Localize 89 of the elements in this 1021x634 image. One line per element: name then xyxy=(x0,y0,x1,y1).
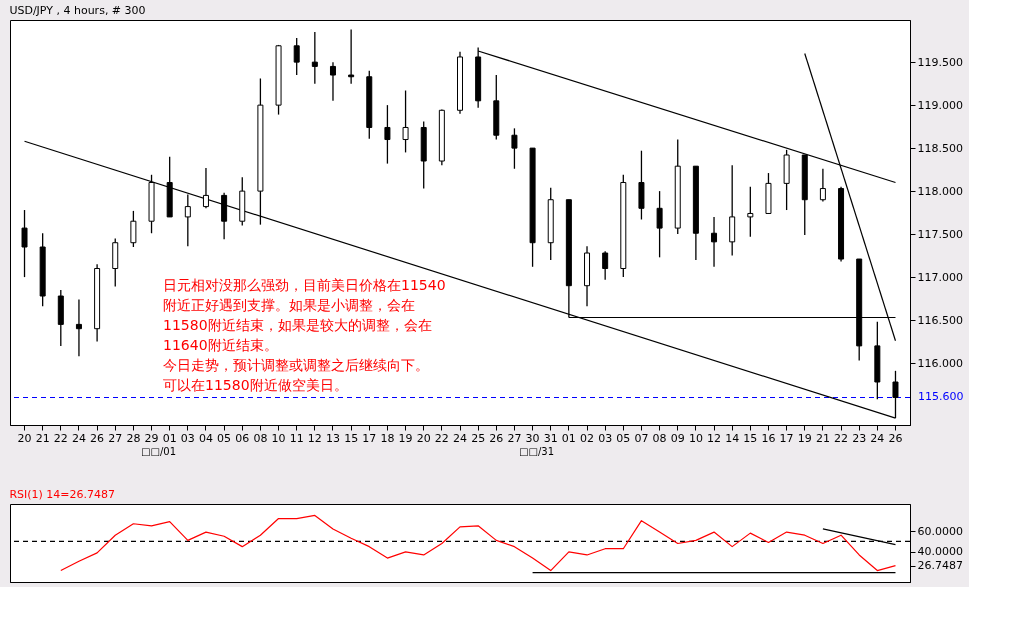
x-tick-label: 24 xyxy=(453,431,467,445)
x-tick-label: 01 xyxy=(162,431,177,445)
x-tick-label: 12 xyxy=(307,431,322,445)
candlestick xyxy=(75,298,82,357)
candlestick xyxy=(747,186,754,238)
x-tick-label: 18 xyxy=(380,431,395,445)
x-tick-label: 05 xyxy=(616,431,631,445)
x-tick-label: 11 xyxy=(289,431,304,445)
annotation: 可以在11580附近做空美日。 xyxy=(163,377,348,394)
x-tick-label: 26 xyxy=(888,431,903,445)
x-tick-label: 12 xyxy=(707,431,722,445)
x-tick-label: 09 xyxy=(670,431,685,445)
annotation: 今日走势，预计调整或调整之后继续向下。 xyxy=(163,357,429,374)
x-tick-label: 05 xyxy=(217,431,232,445)
x-tick-label: 10 xyxy=(271,431,286,445)
x-tick-label: 30 xyxy=(525,431,540,445)
x-tick-label: 21 xyxy=(815,431,830,445)
x-tick-label: 22 xyxy=(53,431,68,445)
y-tick-label: 116.000 xyxy=(917,356,963,370)
x-tick-label: 16 xyxy=(761,431,776,445)
annotation: 日元相对没那么强劲，目前美日价格在11540 xyxy=(163,277,446,294)
x-tick-label: 13 xyxy=(325,431,340,445)
ref-line-label: 115.600 xyxy=(918,390,964,404)
x-tick-label: 15 xyxy=(743,431,758,445)
x-tick-label: 06 xyxy=(235,431,250,445)
x-tick-label: 29 xyxy=(144,431,159,445)
candlestick xyxy=(402,89,409,154)
x-tick-label: 27 xyxy=(108,431,123,445)
x-tick-label: 24 xyxy=(71,431,86,445)
text: □□/01 xyxy=(141,446,176,457)
x-tick-label: 17 xyxy=(362,431,377,445)
x-tick-label: 19 xyxy=(797,431,812,445)
y-tick-label: 118.500 xyxy=(917,141,963,155)
x-tick-label: 23 xyxy=(852,431,867,445)
candlestick xyxy=(711,216,718,268)
y-tick-label: 117.000 xyxy=(917,270,963,284)
y-tick-label: 119.500 xyxy=(917,55,963,69)
candlestick xyxy=(348,28,355,85)
x-tick-label: 28 xyxy=(126,431,141,445)
x-tick-label: 10 xyxy=(688,431,703,445)
x-tick-label: 04 xyxy=(198,431,213,445)
candlestick xyxy=(511,127,518,170)
y-tick-label: 26.7487 xyxy=(917,559,963,573)
x-tick-label: 26 xyxy=(90,431,105,445)
x-tick-label: 25 xyxy=(471,431,486,445)
x-tick-label: 03 xyxy=(598,431,613,445)
y-tick-label: 117.500 xyxy=(917,227,963,241)
x-tick-label: 22 xyxy=(434,431,449,445)
y-tick-label: 40.0000 xyxy=(917,545,963,559)
y-tick-label: 60.0000 xyxy=(917,524,963,538)
x-tick-label: 08 xyxy=(253,431,268,445)
y-tick-label: 119.000 xyxy=(917,98,963,112)
annotation: 附近正好遇到支撑。如果是小调整，会在 xyxy=(163,297,415,314)
text: □□/31 xyxy=(519,446,554,457)
candlestick xyxy=(329,61,336,102)
chart-title: USD/JPY , 4 hours, # 300 xyxy=(9,4,146,17)
x-tick-label: 01 xyxy=(561,431,576,445)
candlestick xyxy=(384,104,391,165)
candlestick xyxy=(656,190,663,258)
candlestick xyxy=(311,31,318,85)
candlestick xyxy=(819,168,826,203)
x-tick-label: 31 xyxy=(543,431,558,445)
candlestick xyxy=(184,193,191,247)
candlestick xyxy=(130,210,137,248)
annotation: 11640附近结束。 xyxy=(163,337,278,354)
x-tick-label: 08 xyxy=(652,431,667,445)
x-tick-label: 22 xyxy=(834,431,849,445)
x-tick-label: 20 xyxy=(416,431,431,445)
x-tick-label: 24 xyxy=(870,431,885,445)
chart-title: RSI(1) 14=26.7487 xyxy=(9,488,116,501)
candlestick xyxy=(202,167,209,209)
x-tick-label: 17 xyxy=(779,431,794,445)
x-tick-label: 07 xyxy=(634,431,649,445)
x-tick-label: 14 xyxy=(725,431,740,445)
x-tick-label: 21 xyxy=(35,431,50,445)
y-tick-label: 118.000 xyxy=(917,184,963,198)
candlestick xyxy=(293,37,300,76)
x-tick-label: 27 xyxy=(507,431,522,445)
x-tick-label: 15 xyxy=(344,431,359,445)
annotation: 11580附近结束，如果是较大的调整，会在 xyxy=(163,317,432,334)
line-series xyxy=(60,514,897,572)
x-tick-label: 03 xyxy=(180,431,195,445)
candlestick xyxy=(602,250,609,281)
candlestick xyxy=(21,209,28,278)
y-tick-label: 116.500 xyxy=(917,313,963,327)
x-tick-label: 19 xyxy=(398,431,413,445)
x-tick-label: 26 xyxy=(489,431,504,445)
x-tick-label: 02 xyxy=(580,431,595,445)
x-tick-label: 20 xyxy=(17,431,32,445)
